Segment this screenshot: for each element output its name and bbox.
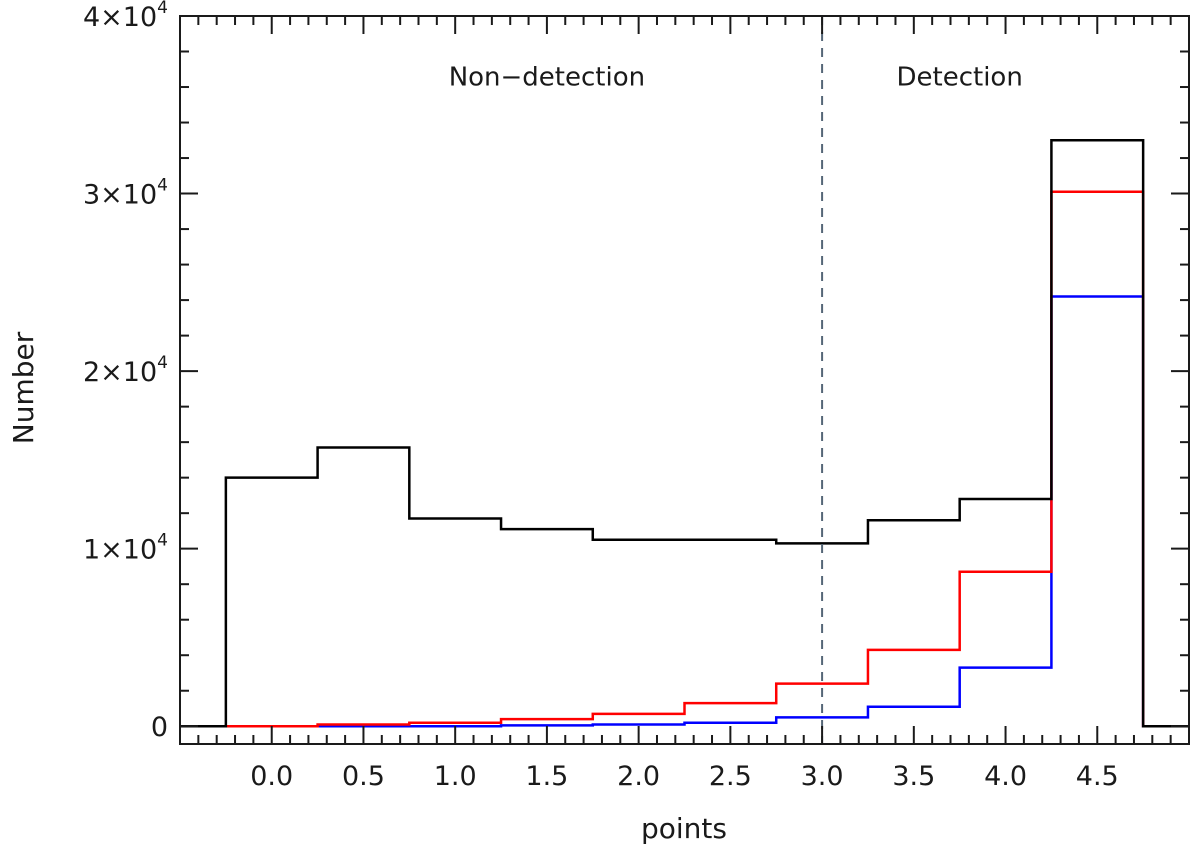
x-tick-label: 2.5 (709, 761, 752, 792)
x-tick-label: 0.5 (342, 761, 385, 792)
y-tick-label: 4×104 (83, 0, 168, 33)
y-axis-title: Number (7, 331, 40, 444)
plot-frame (179, 15, 1190, 745)
histogram-series-1 (180, 190, 1189, 728)
histogram-series-0 (180, 139, 1189, 728)
x-tick-label: 4.5 (1076, 761, 1119, 792)
x-tick-label: 2.0 (617, 761, 660, 792)
non-detection-label: Non−detection (449, 62, 645, 92)
histogram-series-2 (180, 295, 1189, 728)
x-tick-label: 1.5 (525, 761, 568, 792)
x-tick-label: 1.0 (434, 761, 477, 792)
x-tick-label: 3.5 (892, 761, 935, 792)
x-tick-label: 0.0 (250, 761, 293, 792)
x-tick-label: 3.0 (801, 761, 844, 792)
y-tick-label: 1×104 (83, 531, 168, 566)
y-tick-label: 2×104 (83, 353, 168, 388)
y-tick-label: 3×104 (83, 176, 168, 211)
x-tick-label: 4.0 (984, 761, 1027, 792)
x-axis-title: points (641, 812, 727, 845)
y-tick-label: 0 (151, 712, 168, 743)
ticks-layer (179, 15, 1190, 744)
series-layer (180, 16, 1189, 744)
detection-label: Detection (897, 62, 1023, 92)
labels-layer: 0.0 0.5 1.0 1.5 2.0 2.5 3.0 3.5 4.0 4.5 0 1×104 2×10… (83, 0, 1119, 792)
